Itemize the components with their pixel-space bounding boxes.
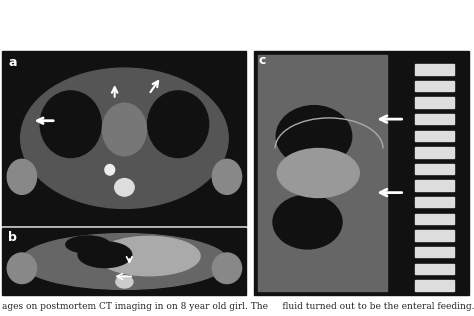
Bar <box>415 214 454 224</box>
Bar <box>415 114 454 125</box>
Bar <box>415 247 454 257</box>
Bar <box>2 51 246 226</box>
Bar <box>415 264 454 274</box>
Ellipse shape <box>147 91 209 158</box>
Text: a: a <box>8 56 17 69</box>
Ellipse shape <box>21 68 228 209</box>
Bar <box>258 56 387 291</box>
Ellipse shape <box>115 179 134 196</box>
Ellipse shape <box>78 242 132 268</box>
Text: c: c <box>258 54 266 67</box>
Bar <box>415 97 454 108</box>
Ellipse shape <box>66 236 110 253</box>
Ellipse shape <box>277 149 359 198</box>
Ellipse shape <box>116 276 133 288</box>
Bar <box>415 280 454 290</box>
Ellipse shape <box>212 253 242 283</box>
Bar <box>415 147 454 158</box>
Ellipse shape <box>21 234 228 289</box>
Bar <box>415 197 454 208</box>
Ellipse shape <box>102 103 146 156</box>
Ellipse shape <box>40 91 101 158</box>
Ellipse shape <box>98 236 200 276</box>
Bar <box>2 228 246 295</box>
Bar <box>415 180 454 191</box>
Bar <box>415 64 454 75</box>
Ellipse shape <box>7 159 36 194</box>
Ellipse shape <box>273 195 342 249</box>
Text: ages on postmortem CT imaging in on 8 year old girl. The     fluid turned out to: ages on postmortem CT imaging in on 8 ye… <box>2 302 474 311</box>
Bar <box>415 164 454 174</box>
Bar <box>415 230 454 241</box>
Bar <box>415 131 454 141</box>
Text: b: b <box>8 231 17 244</box>
Bar <box>415 81 454 91</box>
Ellipse shape <box>7 253 36 283</box>
Bar <box>254 51 469 295</box>
Ellipse shape <box>276 106 352 167</box>
Ellipse shape <box>212 159 242 194</box>
Ellipse shape <box>105 165 115 175</box>
